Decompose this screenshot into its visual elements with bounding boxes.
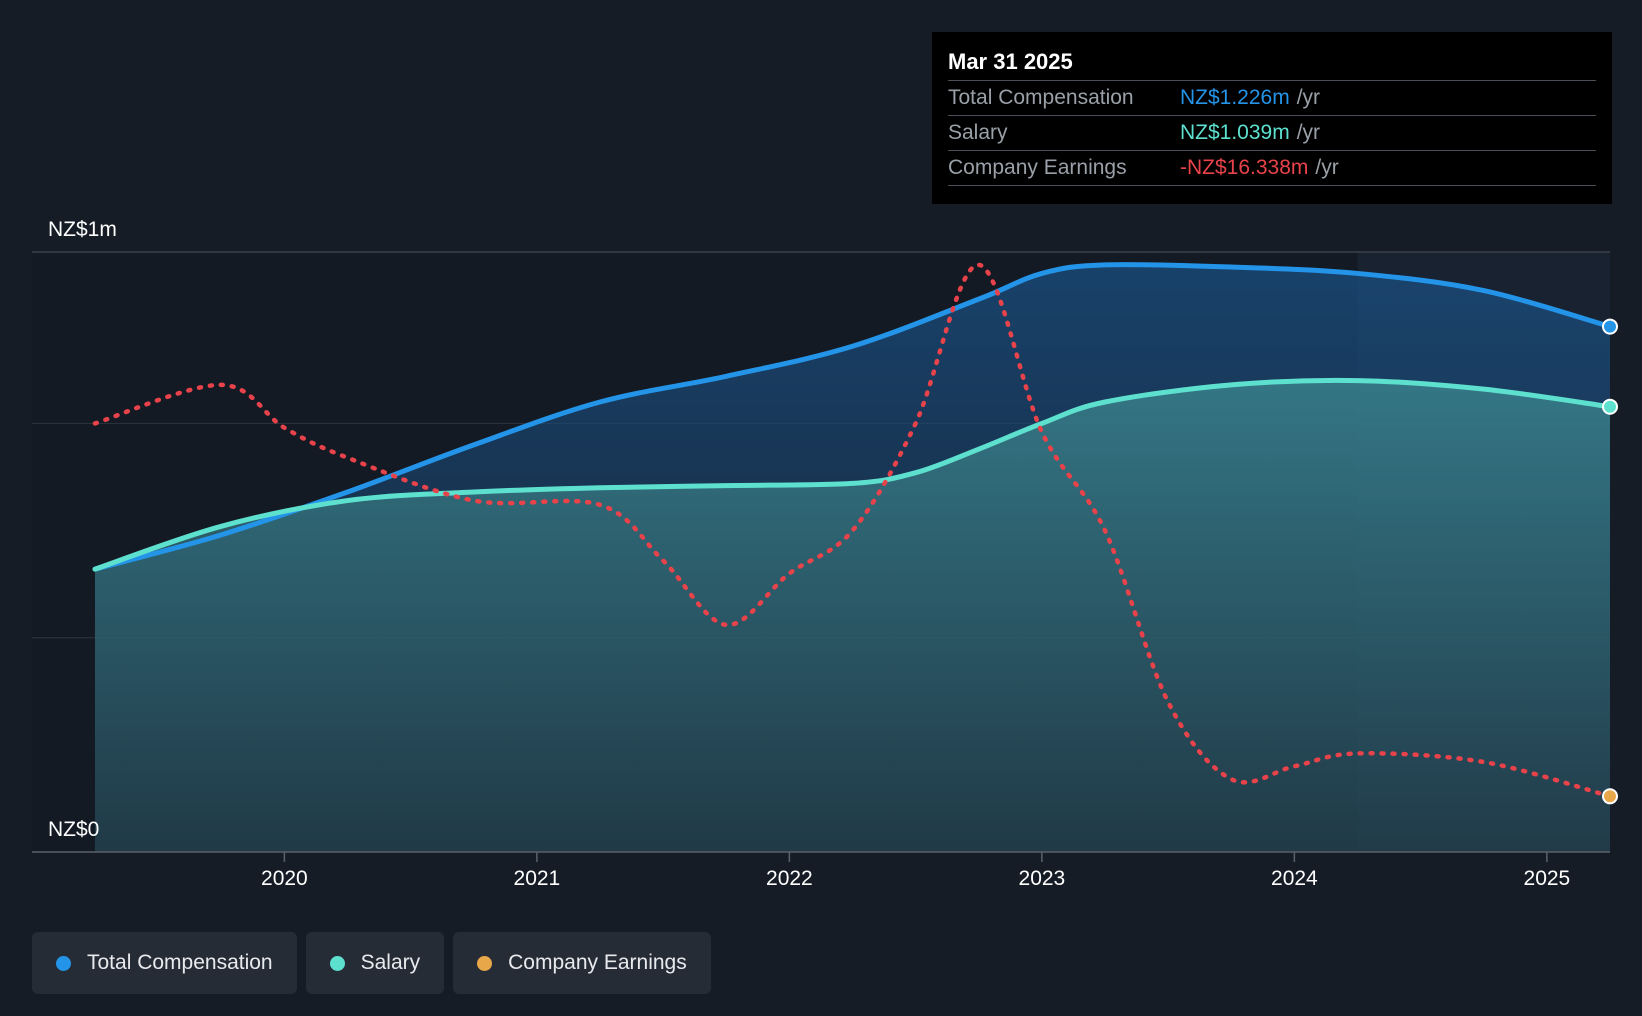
tooltip-unit: /yr [1297,121,1320,145]
legend: Total Compensation Salary Company Earnin… [32,932,711,994]
tooltip-label: Total Compensation [948,86,1180,110]
legend-dot-icon [56,956,71,971]
tooltip: Mar 31 2025 Total Compensation NZ$1.226m… [932,32,1612,204]
tooltip-row-company-earnings: Company Earnings -NZ$16.338m /yr [948,150,1596,186]
legend-dot-icon [330,956,345,971]
legend-item-total-compensation[interactable]: Total Compensation [32,932,297,994]
x-tick-label: 2025 [1524,867,1571,890]
legend-label: Salary [361,951,421,975]
legend-label: Company Earnings [508,951,687,975]
x-tick-label: 2022 [766,867,813,890]
salary-marker[interactable] [1603,400,1617,414]
tooltip-row-salary: Salary NZ$1.039m /yr [948,115,1596,150]
x-tick-label: 2021 [514,867,561,890]
x-tick-label: 2023 [1019,867,1066,890]
tooltip-label: Salary [948,121,1180,145]
tooltip-value: -NZ$16.338m [1180,156,1308,180]
legend-item-company-earnings[interactable]: Company Earnings [453,932,711,994]
tooltip-date: Mar 31 2025 [948,46,1596,80]
x-tick-label: 2024 [1271,867,1318,890]
x-tick-label: 2020 [261,867,308,890]
y-axis-top-label: NZ$1m [48,218,117,241]
tooltip-unit: /yr [1297,86,1320,110]
tooltip-label: Company Earnings [948,156,1180,180]
legend-dot-icon [477,956,492,971]
legend-label: Total Compensation [87,951,273,975]
total-compensation-marker[interactable] [1603,320,1617,334]
tooltip-row-total-compensation: Total Compensation NZ$1.226m /yr [948,80,1596,115]
legend-item-salary[interactable]: Salary [306,932,445,994]
tooltip-value: NZ$1.039m [1180,121,1290,145]
company-earnings-marker[interactable] [1603,789,1617,803]
tooltip-value: NZ$1.226m [1180,86,1290,110]
tooltip-unit: /yr [1315,156,1338,180]
y-axis-bottom-label: NZ$0 [48,818,99,841]
